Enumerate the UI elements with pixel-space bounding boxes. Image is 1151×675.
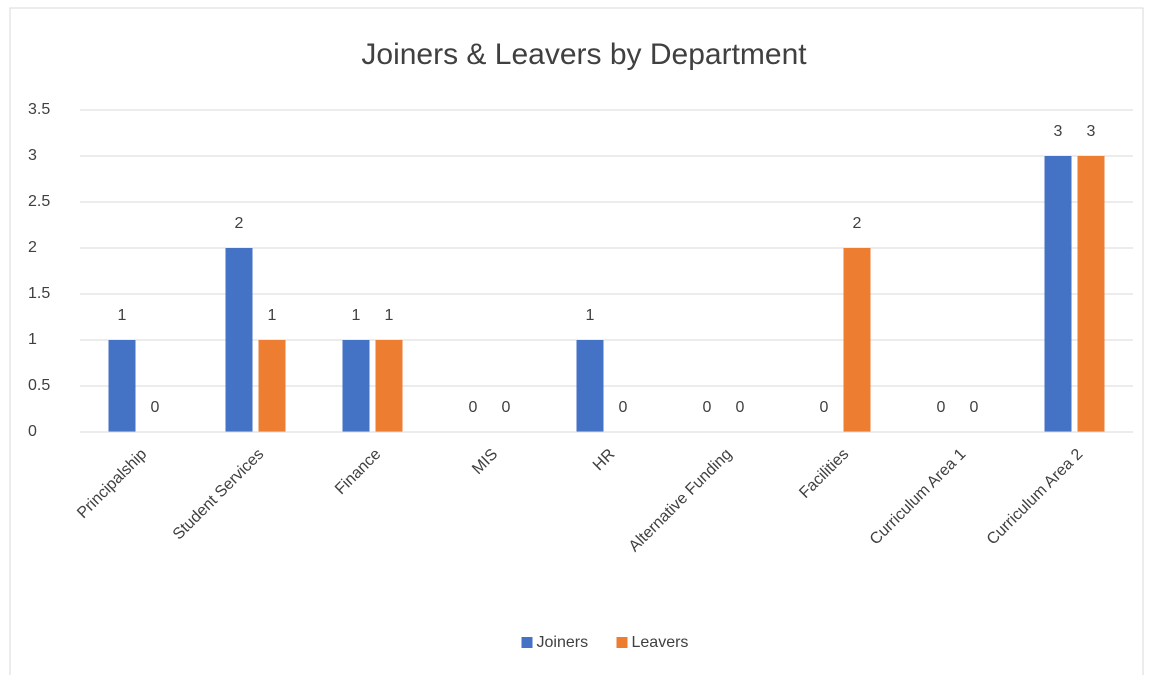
- bar: [576, 340, 604, 432]
- y-tick-label: 3: [28, 147, 37, 164]
- bar: [843, 248, 871, 432]
- y-tick-label: 0.5: [28, 377, 50, 394]
- bar: [225, 248, 253, 432]
- data-label: 1: [352, 307, 361, 324]
- chart-title: Joiners & Leavers by Department: [361, 38, 807, 71]
- y-tick-label: 1.5: [28, 285, 50, 302]
- y-tick-label: 2: [28, 239, 37, 256]
- bar: [258, 340, 286, 432]
- data-label: 0: [469, 399, 478, 416]
- bar: [342, 340, 370, 432]
- data-label: 0: [703, 399, 712, 416]
- data-label: 1: [268, 307, 277, 324]
- data-label: 0: [970, 399, 979, 416]
- legend-label: Leavers: [632, 634, 689, 651]
- bar: [1077, 156, 1105, 432]
- bar: [108, 340, 136, 432]
- data-label: 1: [586, 307, 595, 324]
- y-tick-label: 2.5: [28, 193, 50, 210]
- data-label: 2: [235, 215, 244, 232]
- data-label: 0: [151, 399, 160, 416]
- data-label: 0: [937, 399, 946, 416]
- data-label: 3: [1054, 123, 1063, 140]
- data-label: 0: [820, 399, 829, 416]
- legend-swatch: [616, 637, 628, 648]
- data-label: 2: [853, 215, 862, 232]
- data-label: 0: [619, 399, 628, 416]
- legend-label: Joiners: [537, 634, 589, 651]
- data-label: 3: [1087, 123, 1096, 140]
- y-tick-label: 1: [28, 331, 37, 348]
- bar: [375, 340, 403, 432]
- y-tick-label: 3.5: [28, 101, 50, 118]
- data-label: 1: [118, 307, 127, 324]
- data-label: 1: [385, 307, 394, 324]
- data-label: 0: [502, 399, 511, 416]
- y-tick-label: 0: [28, 423, 37, 440]
- legend-swatch: [521, 637, 533, 648]
- bar: [1044, 156, 1072, 432]
- data-label: 0: [736, 399, 745, 416]
